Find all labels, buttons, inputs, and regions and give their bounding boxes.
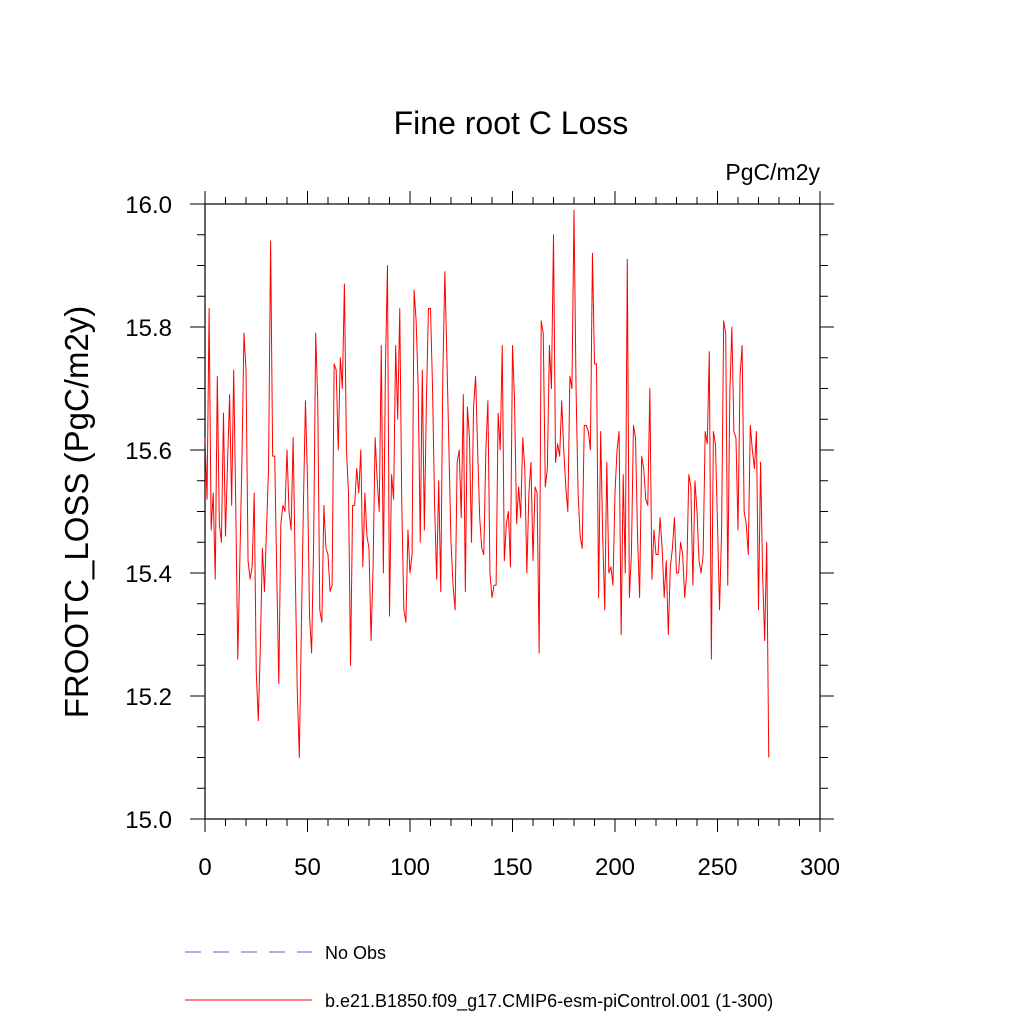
legend-label: b.e21.B1850.f09_g17.CMIP6-esm-piControl.… [325, 991, 773, 1012]
chart-title: Fine root C Loss [394, 105, 629, 141]
x-tick-label: 200 [595, 854, 635, 881]
x-tick-label: 150 [492, 854, 532, 881]
legend-label: No Obs [325, 943, 386, 963]
y-axis-label: FROOTC_LOSS (PgC/m2y) [58, 306, 95, 719]
units-label: PgC/m2y [725, 159, 820, 185]
x-tick-label: 100 [390, 854, 430, 881]
x-tick-label: 0 [198, 854, 211, 881]
plot-area: 0 50 100 150 200 250 300 15.0 15.2 15.4 15.6 15.8 16… [125, 191, 840, 881]
y-tick-label: 15.6 [125, 438, 172, 465]
plot-frame [204, 203, 821, 820]
x-tick-label: 300 [800, 854, 840, 881]
series-line [204, 209, 770, 758]
x-tick-label: 50 [294, 854, 321, 881]
y-tick-label: 15.4 [125, 561, 172, 588]
x-tick-label: 250 [697, 854, 737, 881]
legend: No Obs b.e21.B1850.f09_g17.CMIP6-esm-piCo… [185, 943, 773, 1012]
y-tick-label: 16.0 [125, 192, 172, 219]
y-tick-label: 15.2 [125, 684, 172, 711]
y-tick-label: 15.8 [125, 315, 172, 342]
y-tick-label: 15.0 [125, 807, 172, 834]
